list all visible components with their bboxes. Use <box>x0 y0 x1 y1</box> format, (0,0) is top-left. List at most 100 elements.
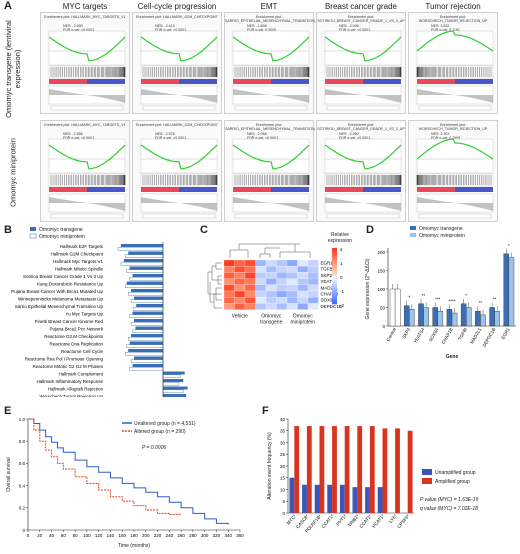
gsea-plot-title: Enrichment plot: SARRIO_EPITHELIAL_MESEN… <box>225 15 322 23</box>
x-tick-label: 200 <box>142 533 150 538</box>
gsea-enrichment-curve <box>140 144 218 170</box>
gsea-rank-red <box>49 79 87 84</box>
gsea-plot-title: Enrichment plot: WORSCHECH_TUMOR_REJECTI… <box>418 123 488 131</box>
gsea-rank-blue <box>179 79 217 84</box>
heatmap-cell <box>234 259 246 267</box>
y-tick-label: 5 <box>282 499 285 504</box>
row-title-miniprotein: Omomyc miniprotein <box>8 138 18 207</box>
legend-swatch-transgene <box>30 227 36 231</box>
heatmap-cell <box>223 272 235 279</box>
bar-transgene <box>132 274 163 277</box>
bar-miniprotein <box>132 329 164 333</box>
significance-label: **** <box>448 298 455 303</box>
gsea-enrichment-curve <box>140 36 218 62</box>
gsea-rank-red <box>141 187 179 192</box>
heatmap-cell <box>307 266 319 273</box>
bar-miniprotein <box>130 359 164 363</box>
bar-unamplified <box>352 487 358 513</box>
bar-miniprotein <box>162 389 184 393</box>
gsea-legend-strip <box>142 213 216 219</box>
gsea-nes: NES: -2.260 <box>339 132 359 136</box>
gsea-nes: NES: -2.690 <box>63 24 83 28</box>
y-tick-label: 0 <box>282 511 285 516</box>
legend-swatch-transgene <box>410 226 416 230</box>
heatmap-cell <box>255 259 267 267</box>
scale-bar-segment <box>332 258 337 261</box>
legend-swatch-amplified <box>422 478 432 484</box>
x-tick-label: 40 <box>49 533 55 538</box>
gsea-enrichment-plot: Enrichment plot: SARRIO_EPITHELIAL_MESEN… <box>224 120 322 222</box>
x-tick-label: 360 <box>236 533 244 538</box>
heatmap-cell <box>307 290 319 298</box>
scale-bar-segment <box>332 296 337 299</box>
bar-transgene <box>475 310 481 327</box>
significance-label: ** <box>479 300 483 305</box>
bar-transgene <box>163 371 185 375</box>
column-title: Tumor rejection <box>425 2 481 11</box>
significance-label: * <box>465 293 467 298</box>
gsea-stats: NES: -2.413 FDR q-val: <0.0001 <box>155 24 186 32</box>
gsea-metric-fill <box>49 197 125 211</box>
bar-transgene <box>129 341 163 345</box>
legend-label-miniprotein: Omomyc miniprotein <box>39 234 85 240</box>
gsea-enrichment-curve <box>416 138 494 160</box>
heatmap-cell <box>244 303 256 310</box>
heatmap-cell <box>244 284 256 292</box>
bar-unamplified <box>377 487 383 513</box>
gsea-stats: NES: -2.690 FDR q-val: <0.0001 <box>63 24 94 32</box>
scale-bar-segment <box>332 302 337 305</box>
x-tick-label: 0 <box>27 533 30 538</box>
pathway-label: Hallmark G2M Checkpoint <box>50 252 103 257</box>
gsea-enrichment-curve <box>324 144 402 170</box>
pathway-label: Hallmark Inflammatory Response <box>36 379 103 384</box>
pathway-label: Worschech Tumor Rejection Up <box>40 394 104 397</box>
gsea-rank-blue <box>363 79 401 84</box>
x-tick-label: 160 <box>118 533 126 538</box>
bar-transgene <box>134 356 163 360</box>
gsea-nes: NES: 1.303 <box>431 132 450 136</box>
bar-miniprotein <box>394 288 401 327</box>
gene-label: DEPDC1B <box>321 304 342 309</box>
scale-bar-segment <box>332 294 337 297</box>
gene-label: TGFBI <box>321 267 334 272</box>
p-value: P value (MYC) = 1.63E-19 <box>420 497 479 503</box>
heatmap-cell <box>244 272 256 279</box>
scale-bar-segment <box>332 292 337 295</box>
gsea-curve-area <box>48 138 126 174</box>
gsea-fdr: FDR q-val: 0.0006 <box>247 28 277 33</box>
bar-transgene <box>134 296 163 300</box>
significance-label: ** <box>493 297 497 302</box>
heatmap-cell <box>265 303 277 310</box>
gsea-metric-fill <box>325 197 401 211</box>
bar-transgene <box>163 386 188 390</box>
heatmap-cell <box>244 290 256 298</box>
y-tick-label: 50 <box>380 305 386 310</box>
heatmap-cell <box>234 284 246 292</box>
panel-e-chart: 0 0.2 0.4 0.6 0.8 1.0 0 20 40 60 80 100 120 140 160 180… <box>6 417 244 549</box>
gsea-rank-blue <box>271 187 309 192</box>
category-label: CCAT2* <box>358 513 372 529</box>
gsea-plot-title: Enrichment plot: SARRIO_EPITHELIAL_MESEN… <box>225 123 322 131</box>
gsea-rank-blue <box>179 187 217 192</box>
heatmap-cell <box>307 297 319 304</box>
heatmap-cell <box>255 290 267 298</box>
x-tick-label: 20 <box>37 533 43 538</box>
bar-miniprotein <box>451 312 458 327</box>
gsea-enrichment-curve <box>232 36 310 62</box>
heatmap-cell <box>297 278 309 285</box>
bar-unamplified <box>302 484 307 513</box>
panel-c-label: C <box>200 224 208 236</box>
y-tick-label: 20 <box>280 464 286 469</box>
x-tick-label: 100 <box>83 533 91 538</box>
bar-amplified <box>395 428 400 513</box>
heatmap-cell <box>276 272 288 279</box>
heatmap-cell <box>265 272 277 279</box>
scale-bar-segment <box>332 272 337 275</box>
gsea-rank-blue <box>87 187 125 192</box>
gsea-plot-graphics <box>48 30 126 111</box>
gsea-fdr: FDR q-val: 0.1161 <box>431 28 460 33</box>
gsea-plot-graphics <box>140 30 218 111</box>
gsea-curve-area <box>232 30 310 66</box>
